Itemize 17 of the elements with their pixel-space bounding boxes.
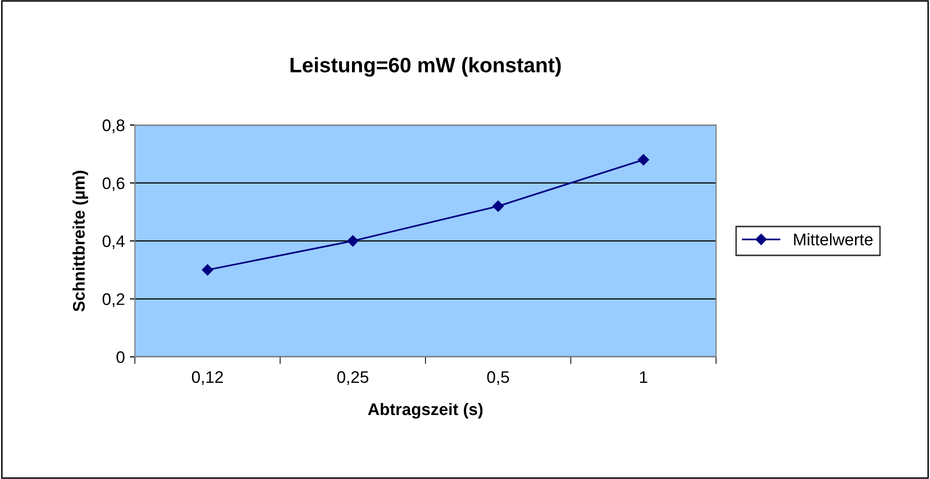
point bbox=[492, 200, 504, 212]
x-tick-label: 0,25 bbox=[337, 371, 368, 385]
y-tick-label: 0,6 bbox=[102, 177, 124, 192]
x-tick-label: 0,12 bbox=[192, 371, 223, 385]
point bbox=[347, 235, 358, 247]
point bbox=[202, 264, 214, 276]
x-tick-label: 0,5 bbox=[487, 371, 510, 385]
y-tick-label: 0 bbox=[116, 351, 124, 364]
y-axis-title: Schnittbreite (µm) bbox=[72, 170, 88, 312]
y-tick-label: 0,8 bbox=[102, 119, 124, 134]
x-tick-label: 1 bbox=[640, 371, 648, 383]
point bbox=[638, 154, 650, 166]
y-tick-label: 0,2 bbox=[102, 293, 124, 308]
chart-title: Leistung=60 mW (konstant) bbox=[290, 57, 561, 77]
x-axis-title: Abtragszeit (s) bbox=[368, 402, 483, 419]
legend-label: Mittelwerte bbox=[794, 233, 873, 246]
y-tick-label: 0,4 bbox=[102, 235, 125, 250]
